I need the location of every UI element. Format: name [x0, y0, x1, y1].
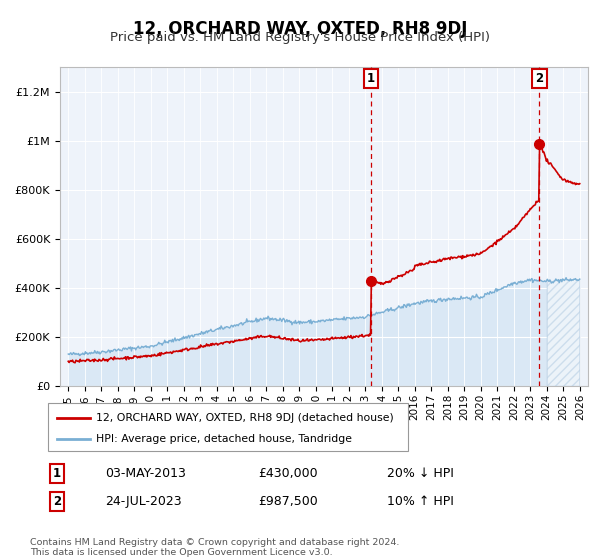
Text: HPI: Average price, detached house, Tandridge: HPI: Average price, detached house, Tand… [96, 434, 352, 444]
Text: 2: 2 [53, 494, 61, 508]
Text: £987,500: £987,500 [258, 494, 318, 508]
Text: Price paid vs. HM Land Registry's House Price Index (HPI): Price paid vs. HM Land Registry's House … [110, 31, 490, 44]
Text: 12, ORCHARD WAY, OXTED, RH8 9DJ: 12, ORCHARD WAY, OXTED, RH8 9DJ [133, 20, 467, 38]
Text: 24-JUL-2023: 24-JUL-2023 [105, 494, 182, 508]
Text: 03-MAY-2013: 03-MAY-2013 [105, 466, 186, 480]
Text: 10% ↑ HPI: 10% ↑ HPI [387, 494, 454, 508]
Text: Contains HM Land Registry data © Crown copyright and database right 2024.
This d: Contains HM Land Registry data © Crown c… [30, 538, 400, 557]
Text: 12, ORCHARD WAY, OXTED, RH8 9DJ (detached house): 12, ORCHARD WAY, OXTED, RH8 9DJ (detache… [96, 413, 394, 423]
Text: 1: 1 [367, 72, 375, 85]
Text: 20% ↓ HPI: 20% ↓ HPI [387, 466, 454, 480]
Text: 2: 2 [535, 72, 544, 85]
Text: £430,000: £430,000 [258, 466, 317, 480]
Text: 1: 1 [53, 466, 61, 480]
